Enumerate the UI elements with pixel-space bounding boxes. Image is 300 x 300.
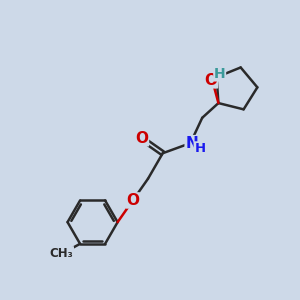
Text: O: O <box>204 73 217 88</box>
Text: H: H <box>214 67 226 81</box>
Text: O: O <box>126 193 139 208</box>
Text: O: O <box>136 131 148 146</box>
Text: CH₃: CH₃ <box>50 247 74 260</box>
Text: H: H <box>194 142 206 155</box>
Text: N: N <box>185 136 198 151</box>
